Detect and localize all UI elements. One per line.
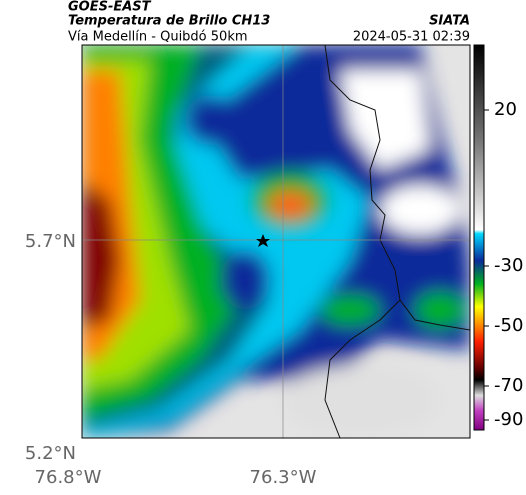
colorbar-tick-label: 20 [494, 99, 517, 120]
colorbar-tick-label: -90 [494, 409, 523, 430]
subtitle: Vía Medellín - Quibdó 50km [68, 30, 248, 45]
colorbar-tick-label: -50 [494, 315, 523, 336]
lon-tick: 76.3°W [250, 467, 317, 488]
title: Temperatura de Brillo CH13 [68, 14, 270, 29]
source: GOES-EAST [68, 0, 152, 15]
colorbar-tick-label: -70 [494, 375, 523, 396]
lat-tick: 5.7°N [25, 231, 76, 252]
timestamp: 2024-05-31 02:39 [353, 30, 470, 45]
colorbar-tick-label: -30 [494, 255, 523, 276]
org: SIATA [429, 14, 470, 29]
lon-tick: 76.8°W [35, 467, 102, 488]
colorbar [473, 44, 485, 431]
lat-tick: 5.2°N [25, 443, 76, 464]
satellite-image [82, 45, 470, 438]
